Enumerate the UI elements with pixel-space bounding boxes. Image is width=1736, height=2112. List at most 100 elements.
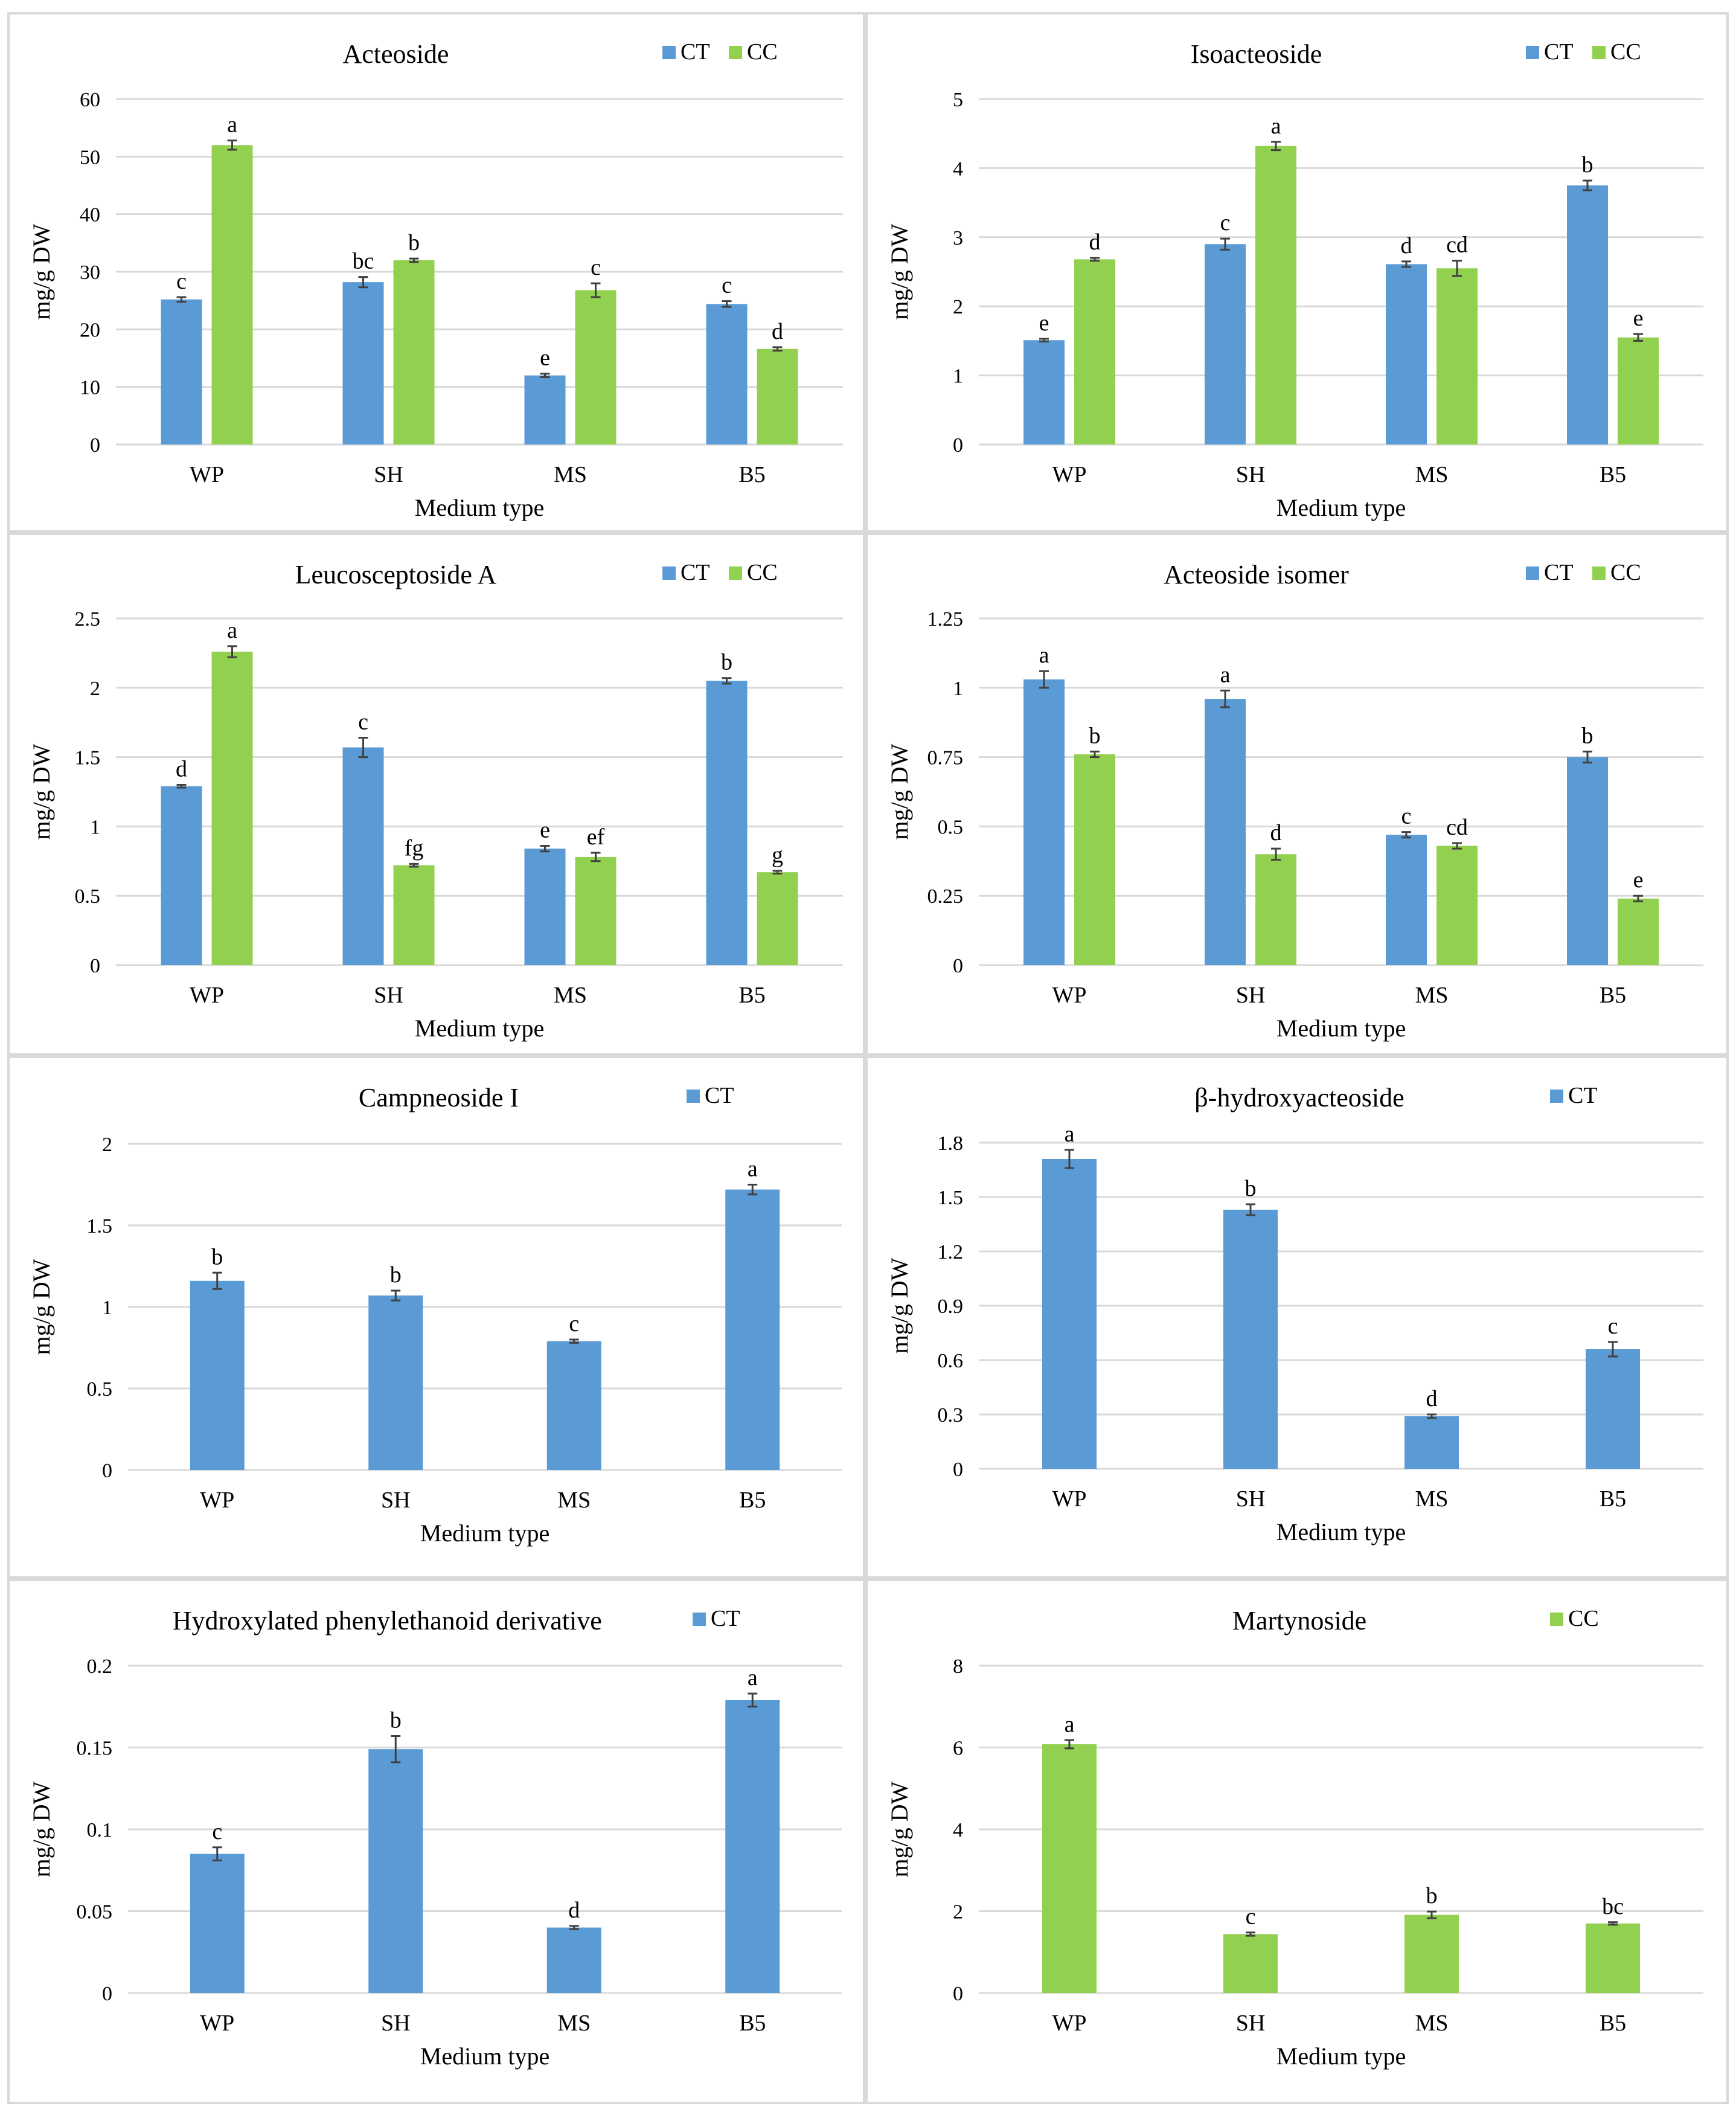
significance-letter: b: [390, 1708, 402, 1733]
bar-ct-ms: [546, 1927, 601, 1993]
bar-ct-sh: [342, 282, 384, 445]
x-tick-label: SH: [374, 983, 403, 1008]
x-tick-label: SH: [381, 1488, 411, 1513]
significance-letter: b: [1245, 1176, 1257, 1201]
bar-cc-wp: [1074, 259, 1115, 445]
chart-panel-3: 0 0.5 1 1.5 2 2.5 Leucosceptoside A CT CC WP d a SH c…: [7, 533, 865, 1056]
x-tick-label: B5: [739, 2011, 766, 2036]
y-tick-label: 0.5: [87, 1378, 113, 1401]
significance-letter: c: [722, 273, 732, 298]
x-tick-label: WP: [1052, 983, 1087, 1008]
bar-ct-sh: [368, 1295, 423, 1470]
significance-letter: a: [227, 618, 237, 643]
bar-cc-ms: [1437, 846, 1478, 965]
y-axis-label: mg/g DW: [886, 1257, 913, 1353]
y-tick-label: 1.25: [927, 608, 964, 631]
legend-swatch-ct: [1526, 46, 1539, 59]
error-bar: [1427, 1910, 1437, 1919]
legend-label-cc: CC: [747, 39, 778, 65]
y-tick-label: 0.75: [927, 747, 964, 769]
significance-letter: d: [1426, 1386, 1438, 1411]
chart-title: Acteoside isomer: [1164, 560, 1349, 589]
significance-letter: b: [721, 650, 732, 675]
significance-letter: c: [591, 255, 601, 280]
y-tick-label: 4: [953, 1819, 963, 1841]
legend-swatch-cc: [729, 567, 742, 580]
error-bar: [1039, 338, 1049, 343]
chart-panel-4: 0 0.25 0.5 0.75 1 1.25 Acteoside isomer CT CC WP a…: [865, 533, 1729, 1056]
bar-ct-sh: [1205, 699, 1246, 965]
bar-ct-wp: [1042, 1159, 1097, 1469]
bar-ct-sh: [1223, 1210, 1278, 1469]
error-bar: [1633, 333, 1643, 342]
bar-cc-b5: [757, 872, 798, 965]
legend-label-cc: CC: [747, 560, 778, 585]
bar-cc-sh: [1255, 146, 1296, 445]
legend-swatch-ct: [693, 1613, 706, 1626]
x-axis-label: Medium type: [420, 1520, 549, 1547]
x-axis-label: Medium type: [1276, 2043, 1406, 2070]
y-tick-label: 50: [80, 146, 100, 169]
bar-chart: 0 0.5 1 1.5 2 2.5 Leucosceptoside A CT CC WP d a SH c…: [28, 560, 843, 1042]
bar-cc-ms: [1404, 1915, 1459, 1993]
x-tick-label: WP: [200, 1488, 234, 1513]
y-tick-label: 8: [953, 1655, 963, 1678]
y-tick-label: 1: [953, 678, 963, 700]
x-tick-label: MS: [1415, 462, 1449, 487]
error-bar: [1090, 257, 1100, 262]
significance-letter: c: [212, 1819, 222, 1844]
x-tick-label: SH: [1236, 462, 1266, 487]
significance-letter: a: [748, 1665, 758, 1690]
bar-ct-ms: [1386, 264, 1427, 445]
significance-letter: e: [1633, 306, 1644, 331]
x-tick-label: MS: [1415, 1486, 1449, 1512]
error-bar: [391, 1289, 401, 1302]
x-tick-label: B5: [1600, 983, 1626, 1008]
bar-chart: 0 2 4 6 8 Martynoside CC WP a SH c MS b B5 bc Medium ty…: [886, 1606, 1703, 2070]
y-tick-label: 0: [102, 1460, 112, 1482]
chart-panel-7: 0 0.05 0.1 0.15 0.2 Hydroxylated phenylethano…: [7, 1579, 865, 2104]
error-bar: [591, 282, 601, 298]
error-bar: [1039, 670, 1049, 689]
y-tick-label: 3: [953, 227, 963, 249]
y-tick-label: 1.5: [75, 747, 101, 769]
chart-panel-1: 0 10 20 30 40 50 60 Acteoside CT CC WP c a SH bc b MS e c B…: [7, 12, 865, 533]
error-bar: [1065, 1149, 1074, 1169]
y-tick-label: 1.5: [87, 1215, 113, 1237]
error-bar: [409, 257, 419, 263]
x-tick-label: MS: [557, 1488, 591, 1513]
y-tick-label: 2.5: [75, 608, 101, 631]
x-tick-label: SH: [381, 2011, 411, 2036]
bar-ct-ms: [524, 849, 566, 965]
y-axis-label: mg/g DW: [886, 1781, 913, 1877]
error-bar: [391, 1735, 401, 1764]
x-tick-label: WP: [1052, 462, 1087, 487]
y-tick-label: 5: [953, 89, 963, 111]
significance-letter: c: [1246, 1904, 1256, 1930]
y-tick-label: 1.8: [938, 1132, 964, 1155]
bar-cc-sh: [1255, 854, 1296, 965]
significance-letter: bc: [1602, 1894, 1624, 1919]
significance-letter: d: [1270, 820, 1282, 846]
legend-label-cc: CC: [1610, 560, 1641, 585]
x-tick-label: B5: [1600, 2011, 1626, 2036]
legend-swatch-ct: [687, 1090, 700, 1103]
bar-ct-b5: [725, 1189, 780, 1470]
bar-cc-sh: [393, 865, 435, 965]
bar-cc-wp: [211, 145, 253, 445]
x-axis-label: Medium type: [1276, 494, 1406, 521]
x-tick-label: WP: [190, 462, 224, 487]
y-axis-label: mg/g DW: [886, 743, 913, 839]
y-tick-label: 20: [80, 319, 100, 341]
error-bar: [1271, 847, 1281, 861]
significance-letter: b: [1089, 723, 1101, 748]
bar-ct-wp: [161, 786, 202, 965]
x-tick-label: WP: [190, 983, 224, 1008]
legend-swatch-ct: [1526, 567, 1539, 580]
significance-letter: a: [227, 112, 237, 138]
bar-ct-ms: [1386, 835, 1427, 965]
error-bar: [569, 1338, 579, 1344]
error-bar: [569, 1925, 579, 1930]
significance-letter: a: [1065, 1122, 1075, 1147]
bar-ct-wp: [190, 1854, 245, 1993]
